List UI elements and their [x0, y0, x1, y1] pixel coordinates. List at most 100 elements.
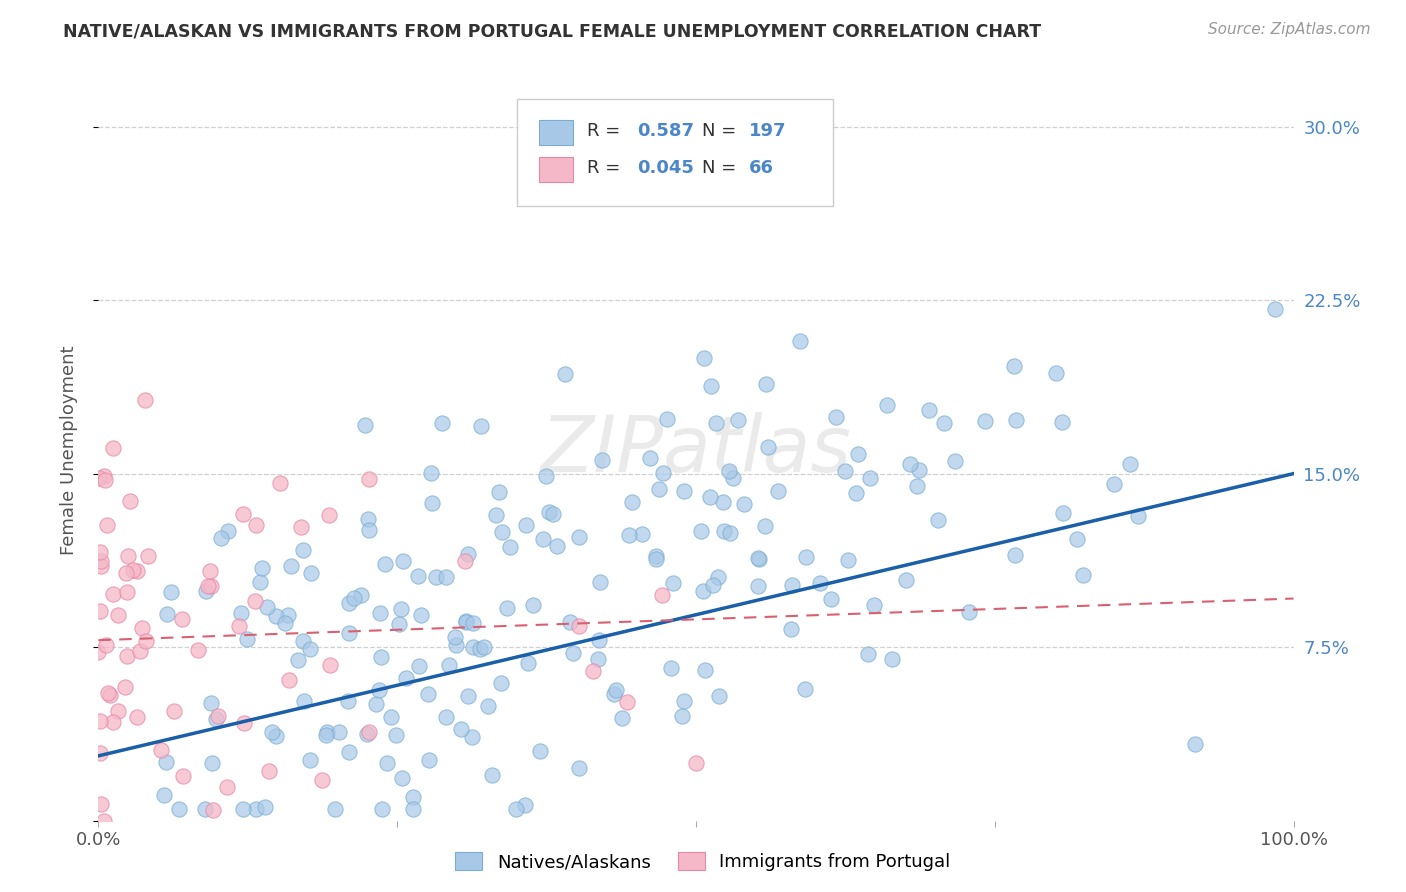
Point: [202, 803, 225, 817]
Point: [187, 642, 209, 657]
Point: [706, 417, 728, 431]
Point: [316, 725, 339, 739]
Point: [156, 607, 179, 621]
Point: [672, 484, 695, 499]
Point: [94, 473, 117, 487]
Point: [287, 652, 309, 666]
Point: [789, 334, 811, 349]
Point: [107, 704, 129, 718]
Point: [707, 689, 730, 703]
Point: [437, 658, 460, 673]
Point: [264, 609, 287, 624]
Point: [380, 709, 402, 723]
Point: [195, 584, 218, 599]
Point: [90, 558, 112, 573]
Point: [292, 633, 315, 648]
Point: [450, 723, 472, 737]
Point: [117, 549, 139, 563]
Point: [661, 575, 683, 590]
Point: [589, 574, 612, 589]
Point: [298, 753, 321, 767]
Point: [630, 527, 652, 541]
Point: [640, 451, 662, 466]
Point: [908, 463, 931, 477]
Point: [747, 580, 769, 594]
Point: [260, 725, 283, 739]
Point: [152, 788, 174, 802]
Point: [898, 458, 921, 472]
Point: [375, 756, 398, 771]
Point: [87, 645, 110, 659]
Point: [235, 632, 257, 646]
Text: 0.045: 0.045: [637, 159, 695, 177]
Point: [718, 526, 741, 541]
Point: [97, 686, 120, 700]
Point: [292, 542, 315, 557]
Point: [160, 584, 183, 599]
Point: [299, 566, 322, 580]
Point: [820, 592, 842, 607]
Point: [484, 508, 506, 523]
Point: [103, 715, 125, 730]
Point: [454, 554, 477, 568]
Point: [209, 531, 232, 545]
Point: [844, 485, 866, 500]
Point: [537, 505, 560, 519]
Point: [337, 626, 360, 640]
FancyBboxPatch shape: [540, 157, 572, 183]
Point: [127, 710, 149, 724]
Point: [692, 583, 714, 598]
Y-axis label: Female Unemployment: Female Unemployment: [59, 346, 77, 555]
Point: [644, 552, 666, 566]
Text: NATIVE/ALASKAN VS IMMIGRANTS FROM PORTUGAL FEMALE UNEMPLOYMENT CORRELATION CHART: NATIVE/ALASKAN VS IMMIGRANTS FROM PORTUG…: [63, 22, 1042, 40]
Point: [1002, 359, 1025, 374]
Point: [671, 709, 693, 723]
FancyBboxPatch shape: [517, 99, 834, 206]
Point: [315, 728, 337, 742]
Point: [457, 548, 479, 562]
Point: [408, 658, 430, 673]
Point: [136, 549, 159, 563]
Point: [1050, 416, 1073, 430]
Point: [264, 729, 287, 743]
Point: [700, 378, 723, 392]
Point: [693, 664, 716, 678]
Point: [232, 802, 254, 816]
Point: [652, 466, 675, 480]
Point: [748, 552, 770, 566]
Point: [461, 730, 484, 744]
Point: [128, 643, 150, 657]
Point: [420, 496, 443, 510]
Point: [1066, 532, 1088, 546]
Point: [444, 638, 467, 652]
Point: [357, 512, 380, 526]
Text: ZIPatlas: ZIPatlas: [540, 412, 852, 489]
Point: [368, 606, 391, 620]
Point: [721, 471, 744, 485]
Point: [894, 574, 917, 588]
Point: [337, 694, 360, 708]
Point: [754, 377, 776, 392]
Point: [758, 440, 780, 454]
Point: [586, 652, 609, 666]
Point: [205, 713, 228, 727]
Point: [385, 728, 408, 742]
Point: [957, 605, 980, 619]
Point: [702, 578, 724, 592]
Point: [834, 464, 856, 478]
Point: [115, 648, 138, 663]
Point: [89, 545, 111, 559]
Point: [780, 578, 803, 592]
Point: [470, 419, 492, 434]
Point: [1071, 568, 1094, 582]
Point: [278, 673, 301, 687]
Point: [880, 652, 903, 666]
Point: [444, 630, 467, 644]
Point: [605, 683, 627, 698]
Point: [402, 789, 425, 804]
Point: [232, 715, 254, 730]
Point: [1264, 302, 1286, 317]
Point: [1004, 549, 1026, 563]
Point: [367, 682, 389, 697]
Point: [1119, 457, 1142, 471]
